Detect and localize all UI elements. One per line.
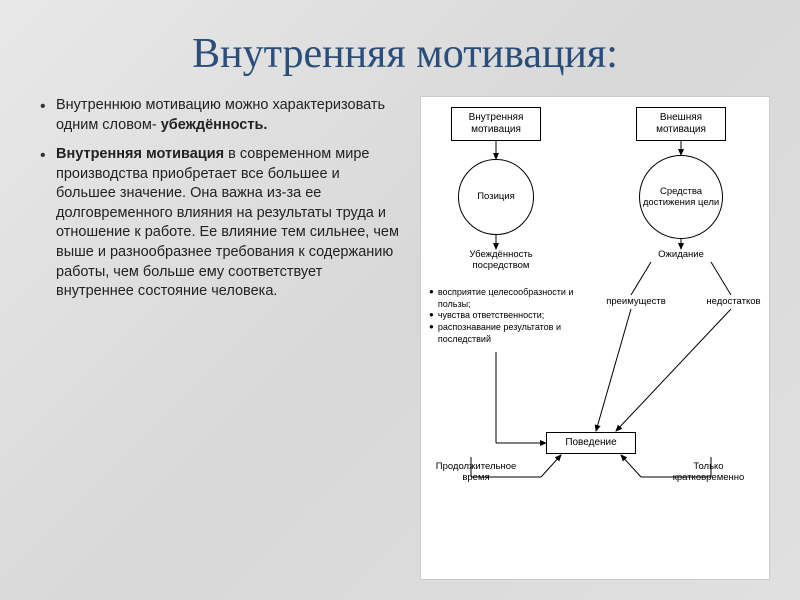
diagram-bullet-1: чувства ответственности;	[429, 310, 579, 322]
box-behavior: Поведение	[546, 432, 636, 454]
bullet-1: Внутреннюю мотивацию можно характеризова…	[40, 96, 400, 135]
label-shorttime: Только кратковременно	[661, 462, 756, 484]
connector-12	[541, 455, 561, 477]
connector-6	[596, 309, 631, 431]
box-top_right: Внешняя мотивация	[636, 107, 726, 141]
connector-4	[631, 262, 651, 295]
circle-right: Средства достижения цели	[639, 155, 723, 239]
slide-title: Внутренняя мотивация:	[40, 30, 770, 78]
diagram-bullet-0: восприятие целесообразности и пользы;	[429, 287, 579, 310]
motivation-diagram: Внутренняя мотивация Внешняя мотивация Пов…	[420, 96, 770, 580]
connector-5	[711, 262, 731, 295]
label-conviction: Убеждённость посредством	[441, 250, 561, 272]
diagram-bullets: восприятие целесообразности и пользы;чув…	[429, 287, 579, 345]
box-top_left: Внутренняя мотивация	[451, 107, 541, 141]
connector-7	[616, 309, 731, 431]
diagram-bullet-2: распознавание результатов и последствий	[429, 322, 579, 345]
bullet-2-bold: Внутренняя мотивация	[56, 146, 224, 162]
text-column: Внутреннюю мотивацию можно характеризова…	[40, 96, 400, 580]
label-longtime: Продолжительное время	[426, 462, 526, 484]
label-drawbacks: недостатков	[696, 297, 771, 308]
bullet-2-rest: в современном мире производства приобрет…	[56, 146, 399, 299]
label-advantages: преимуществ	[596, 297, 676, 308]
label-expectation: Ожидание	[651, 250, 711, 261]
slide: Внутренняя мотивация: Внутреннюю мотивац…	[0, 0, 800, 600]
bullet-2: Внутренняя мотивация в современном мире …	[40, 145, 400, 302]
connector-15	[621, 455, 641, 477]
circle-left: Позиция	[458, 159, 534, 235]
bullet-1-bold: убеждённость.	[161, 117, 268, 133]
content-row: Внутреннюю мотивацию можно характеризова…	[40, 96, 770, 580]
